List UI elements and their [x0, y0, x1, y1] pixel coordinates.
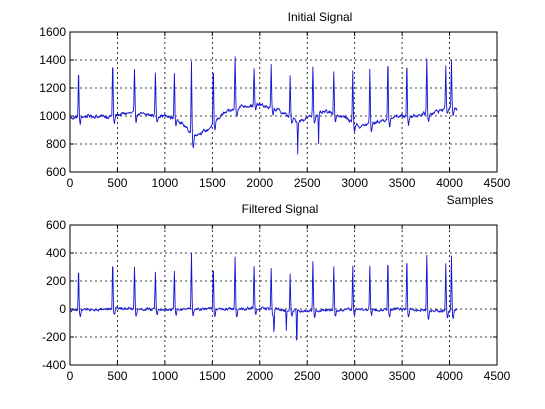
x-tick-label: 500 — [107, 369, 127, 383]
y-tick-label: 1600 — [39, 25, 66, 39]
x-tick-label: 0 — [67, 176, 74, 190]
y-tick-label: 1400 — [39, 53, 66, 67]
y-tick-label: -200 — [42, 330, 66, 344]
filtered-signal-series — [69, 252, 458, 341]
x-tick-label: 2500 — [294, 369, 321, 383]
x-tick-label: 2500 — [294, 176, 321, 190]
initial-signal-gridlines — [70, 32, 497, 172]
x-tick-label: 1000 — [152, 369, 179, 383]
x-tick-label: 4000 — [436, 176, 463, 190]
x-tick-label: 4500 — [484, 176, 511, 190]
x-tick-label: 3000 — [341, 369, 368, 383]
x-tick-label: 2000 — [246, 176, 273, 190]
x-tick-label: 500 — [107, 176, 127, 190]
y-tick-label: 1000 — [39, 109, 66, 123]
y-tick-label: 600 — [46, 218, 66, 232]
x-tick-label: 3500 — [389, 176, 416, 190]
signal-line — [69, 56, 458, 155]
y-tick-label: 1200 — [39, 81, 66, 95]
y-tick-label: 200 — [46, 274, 66, 288]
x-tick-label: 1500 — [199, 176, 226, 190]
y-tick-label: 600 — [46, 165, 66, 179]
initial-signal-y-tick-labels: 600 800 1000 1200 1400 1600 — [39, 25, 497, 179]
initial-signal-x-axis-label: Samples — [447, 193, 494, 207]
filtered-signal-x-tick-labels: 0 500 1000 1500 2000 2500 3000 3500 4000 4500 — [67, 225, 511, 383]
y-tick-label: 400 — [46, 246, 66, 260]
x-tick-label: 4000 — [436, 369, 463, 383]
y-tick-label: 800 — [46, 137, 66, 151]
filtered-signal-title: Filtered Signal — [242, 202, 319, 216]
x-tick-label: 2000 — [246, 369, 273, 383]
signal-line — [69, 252, 458, 341]
x-tick-label: 1000 — [152, 176, 179, 190]
x-tick-label: 0 — [67, 369, 74, 383]
y-tick-label: -400 — [42, 358, 66, 372]
filtered-signal-y-tick-labels: -400 -200 0 200 400 600 — [42, 218, 497, 372]
x-tick-label: 3000 — [341, 176, 368, 190]
initial-signal-chart: Initial Signal 600 800 1000 1200 1400 1600 0 5… — [39, 10, 510, 207]
initial-signal-x-tick-labels: 0 500 1000 1500 2000 2500 3000 3500 4000 4500 — [67, 32, 511, 190]
initial-signal-series — [69, 56, 458, 155]
x-tick-label: 3500 — [389, 369, 416, 383]
y-tick-label: 0 — [59, 302, 66, 316]
initial-signal-title: Initial Signal — [288, 10, 353, 24]
filtered-signal-chart: Filtered Signal -400 -200 0 200 400 600 0 500 1… — [42, 202, 511, 383]
x-tick-label: 4500 — [484, 369, 511, 383]
x-tick-label: 1500 — [199, 369, 226, 383]
